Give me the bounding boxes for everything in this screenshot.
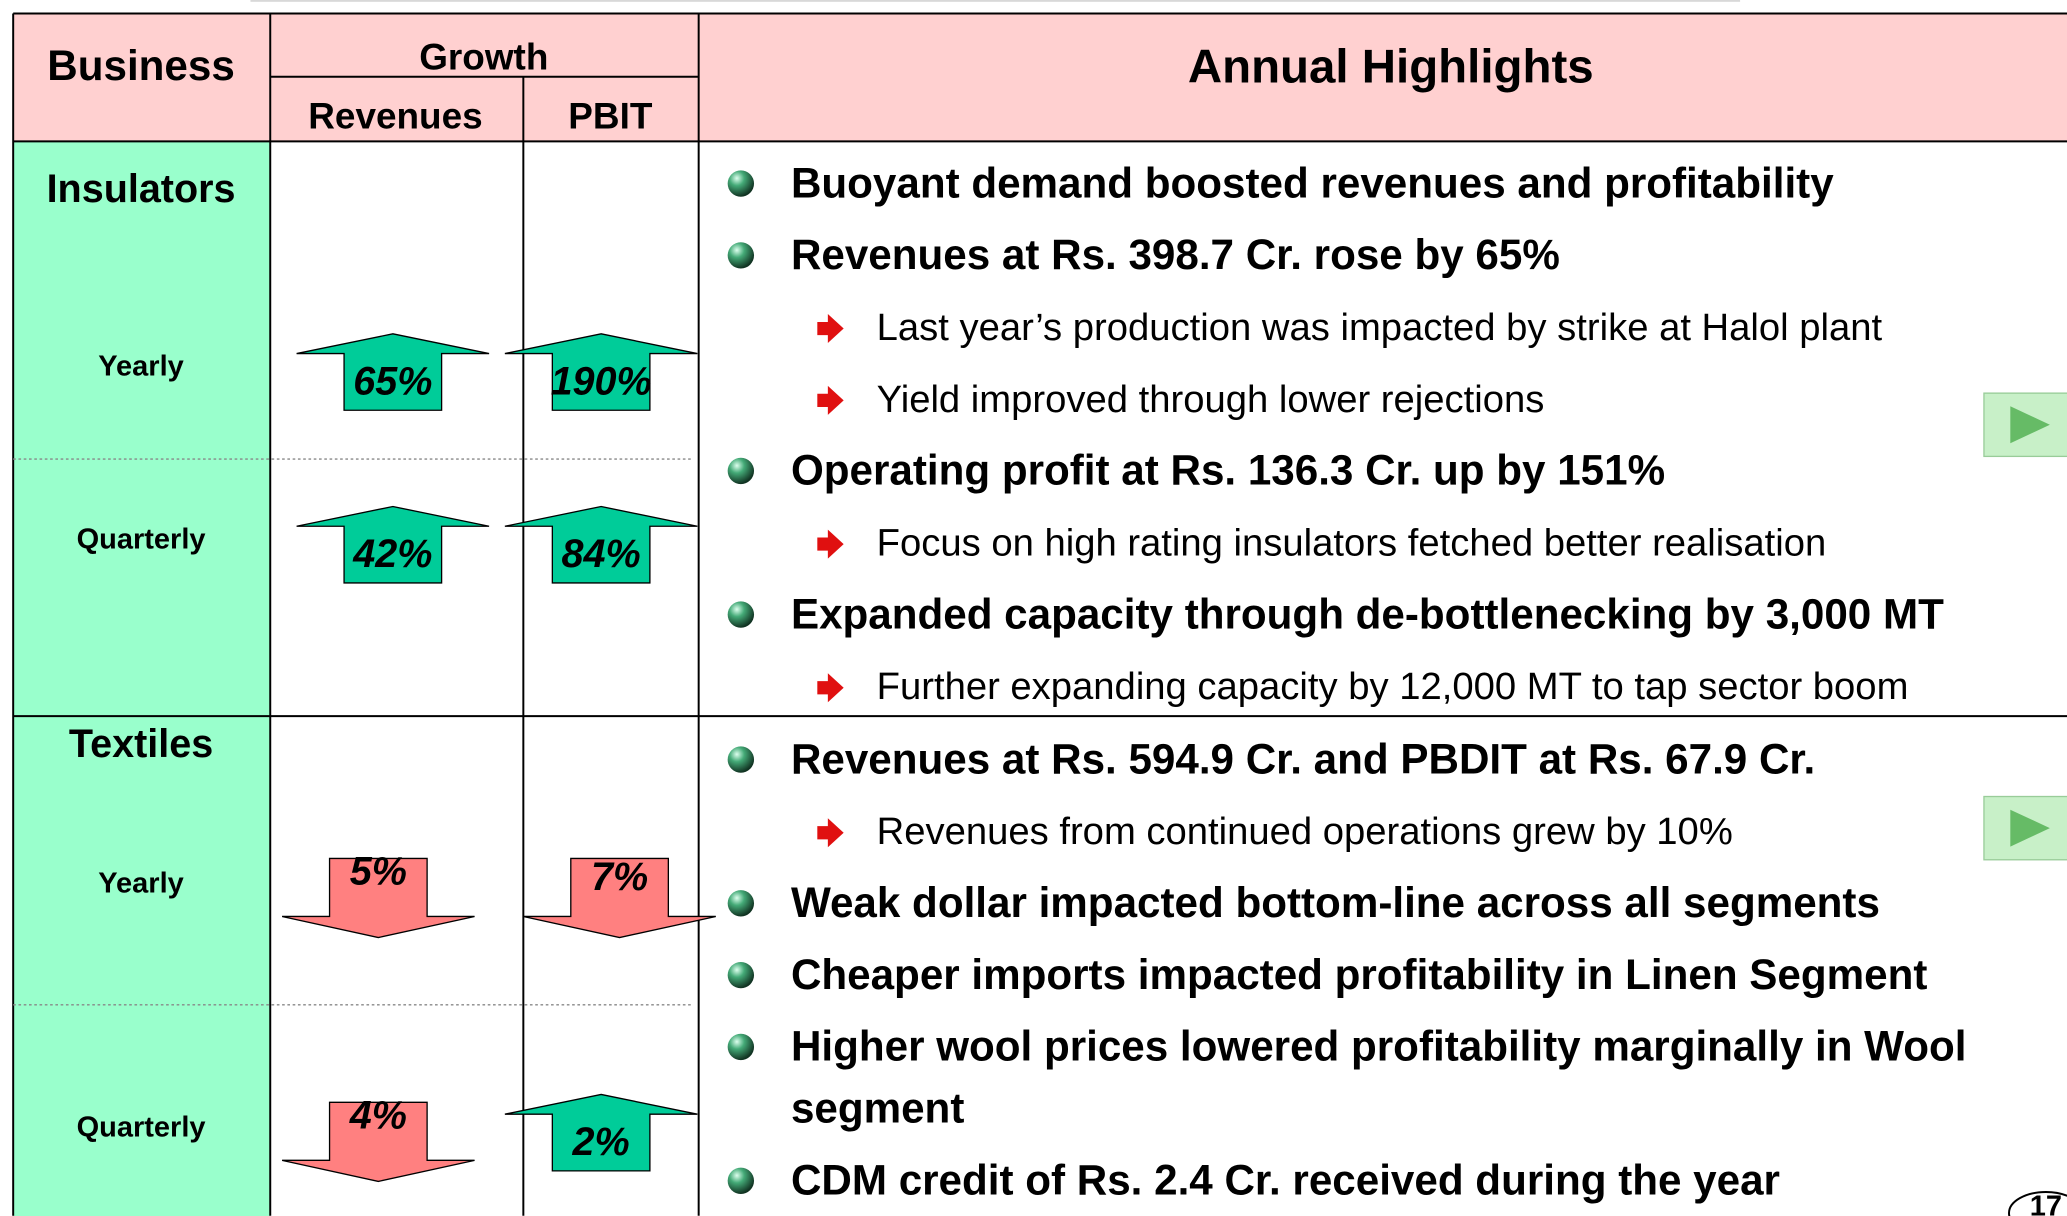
period-label: Quarterly <box>77 1111 206 1143</box>
row-dividers <box>13 458 693 1006</box>
highlight: Expanded capacity through de-bottlenecki… <box>791 590 1944 637</box>
up-arrow <box>504 1093 698 1172</box>
highlight: Weak dollar impacted bottom-line across … <box>791 879 1880 926</box>
pbit-growth: 190% <box>551 359 652 403</box>
header-pbit: PBIT <box>568 96 653 137</box>
sub-bullet <box>817 314 844 344</box>
pbit-growth: 2% <box>572 1120 630 1164</box>
sub-highlight: Revenues from continued operations grew … <box>877 810 1733 853</box>
highlight: Cheaper imports impacted profitability i… <box>791 951 1927 998</box>
sub-bullet <box>817 818 844 848</box>
header-business: Business <box>47 42 235 89</box>
down-arrow <box>523 857 716 939</box>
period-label: Yearly <box>98 351 183 383</box>
down-arrow <box>281 857 475 939</box>
header-growth: Growth <box>419 36 548 77</box>
sub-highlight: Yield improved through lower rejections <box>877 378 1545 421</box>
sub-highlight: Focus on high rating insulators fetched … <box>877 521 1827 564</box>
bullet <box>727 601 755 628</box>
highlight: Revenues at Rs. 594.9 Cr. and PBDIT at R… <box>791 735 1815 782</box>
revenue-growth: 4% <box>349 1094 407 1138</box>
highlight: CDM credit of Rs. 2.4 Cr. received durin… <box>791 1157 1780 1204</box>
sub-highlight: Last year’s production was impacted by s… <box>877 306 1883 349</box>
bullet <box>727 242 755 269</box>
grid <box>12 12 2067 1216</box>
nav-button[interactable] <box>1983 392 2067 458</box>
bullet <box>727 457 755 485</box>
period-label: Quarterly <box>77 523 206 555</box>
segment-name: Textiles <box>69 722 213 766</box>
page-badge <box>2008 1190 2067 1216</box>
bullet <box>727 746 755 773</box>
highlight: Revenues at Rs. 398.7 Cr. rose by 65% <box>791 231 1560 278</box>
highlight: Higher wool prices lowered profitability… <box>791 1023 1967 1070</box>
bullet <box>727 170 755 197</box>
highlight: Operating profit at Rs. 136.3 Cr. up by … <box>791 447 1665 494</box>
segment-name: Insulators <box>47 167 236 211</box>
bullet <box>727 890 755 917</box>
header-highlights: Annual Highlights <box>1188 41 1594 94</box>
up-arrow <box>296 505 490 584</box>
revenue-growth: 65% <box>353 359 432 403</box>
sub-bullet <box>817 529 844 559</box>
bullet <box>727 1033 755 1061</box>
up-arrow <box>504 333 698 411</box>
sub-bullet <box>817 385 844 415</box>
bullet <box>727 961 755 989</box>
header-revenues: Revenues <box>308 96 482 137</box>
business-column <box>13 141 271 1216</box>
pbit-growth: 7% <box>591 855 648 899</box>
sub-bullet <box>817 673 844 703</box>
nav-button[interactable] <box>1983 795 2067 861</box>
page-number: 17 <box>2030 1190 2062 1216</box>
up-arrow <box>296 333 490 411</box>
period-label: Yearly <box>98 867 183 899</box>
highlight: segment <box>791 1085 964 1132</box>
revenue-growth: 5% <box>350 850 407 894</box>
down-arrow <box>281 1101 475 1183</box>
bullet <box>727 1167 755 1194</box>
revenue-growth: 42% <box>352 532 432 576</box>
up-arrow <box>504 505 698 584</box>
highlight: Buoyant demand boosted revenues and prof… <box>791 159 1834 206</box>
pbit-growth: 84% <box>562 532 641 576</box>
sub-highlight: Further expanding capacity by 12,000 MT … <box>877 665 1909 708</box>
